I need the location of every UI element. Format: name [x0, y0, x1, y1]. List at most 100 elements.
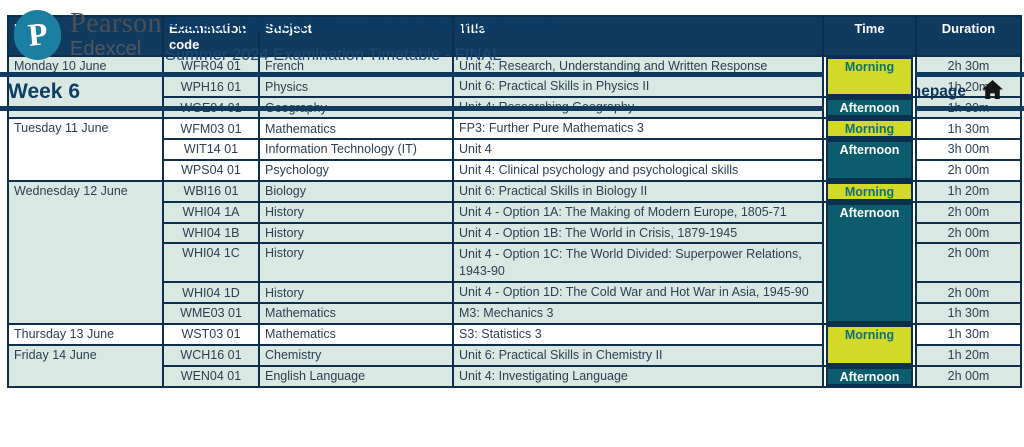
table-row: Friday 14 June WCH16 01 Chemistry Unit 6…	[7, 343, 1022, 388]
table-row: WHI04 1C History Unit 4 - Option 1C: The…	[8, 242, 1022, 284]
title-cell: Unit 6: Practical Skills in Physics II	[452, 75, 824, 99]
week-title: Week 6	[8, 79, 80, 103]
table-row: WIT14 01 Information Technology (IT) Uni…	[8, 138, 1022, 182]
duration-cell: 2h 00m	[915, 158, 1022, 182]
subject-cell: History	[258, 221, 454, 245]
subject-cell: History	[258, 200, 454, 224]
brand-words: Pearson Edexcel	[70, 9, 162, 60]
subject-cell: Physics	[258, 75, 454, 99]
duration-cell: 1h 20m	[915, 343, 1022, 367]
column-header-subject: Subject	[258, 15, 454, 57]
exam-code-cell: WEN04 01	[162, 364, 260, 388]
watermark: NEW	[889, 389, 1024, 447]
table-row: WHI04 1D History Unit 4 - Option 1D: The…	[8, 281, 1022, 304]
exam-code-cell: WPS04 01	[162, 158, 260, 182]
duration-cell: 2h 00m	[915, 221, 1022, 245]
subject-cell: Mathematics	[258, 322, 454, 346]
title-cell: Unit 4: Clinical psychology and psycholo…	[452, 158, 824, 182]
watermark-glyphs	[967, 399, 1020, 410]
pearson-p-icon: P	[14, 9, 61, 60]
subject-cell: French	[258, 54, 454, 78]
subject-cell: Psychology	[258, 158, 454, 182]
divider-top	[0, 72, 1024, 77]
page-subtitle: Summer 2024 Examination Timetable - FINA…	[165, 46, 502, 64]
subject-cell: Chemistry	[258, 343, 454, 367]
afternoon-badge: Afternoon	[826, 98, 913, 118]
table-row: WHI04 1A History Unit 4 - Option 1A: The…	[8, 200, 1022, 325]
time-cell-afternoon: Afternoon	[822, 364, 917, 388]
subject-cell: Mathematics	[258, 117, 454, 140]
date-cell: Thursday 13 June	[7, 322, 164, 346]
exam-code-cell: WIT14 01	[162, 138, 260, 161]
morning-badge: Morning	[826, 324, 913, 365]
duration-cell: 1h 30m	[915, 302, 1022, 325]
exam-code-cell: WBI16 01	[162, 179, 260, 203]
watermark-text: NEW	[966, 425, 1018, 440]
title-cell: Unit 4: Research, Understanding and Writ…	[452, 54, 824, 78]
table-row: Tuesday 11 June WFM03 01 Mathematics FP3…	[7, 117, 1022, 182]
brand-division: Edexcel	[70, 38, 142, 61]
exam-code-cell: WCH16 01	[162, 343, 260, 367]
date-cell: Tuesday 11 June	[7, 117, 164, 182]
date-cell: Wednesday 12 June	[7, 179, 164, 325]
duration-cell: 1h 20m	[915, 179, 1022, 203]
document-titles: Pearson Edexcel International Advanced L…	[165, 15, 562, 65]
title-cell: Unit 4	[452, 138, 824, 161]
time-cell-afternoon: Afternoon	[822, 96, 917, 120]
duration-cell: 1h 30m	[915, 322, 1022, 346]
table-row: Monday 10 June WFR04 01 French Unit 4: R…	[7, 54, 1022, 120]
morning-badge: Morning	[826, 119, 913, 138]
table-row: WME03 01 Mathematics M3: Mechanics 3 1h …	[8, 302, 1022, 325]
afternoon-badge: Afternoon	[826, 366, 913, 386]
watermark-x-icon	[900, 389, 950, 447]
time-cell-morning: Morning	[822, 117, 917, 140]
title-cell: Unit 6: Practical Skills in Biology II	[452, 179, 824, 203]
afternoon-badge: Afternoon	[826, 140, 913, 180]
time-cell-morning: Morning	[822, 54, 917, 99]
home-icon[interactable]	[981, 79, 1004, 105]
time-cell-afternoon: Afternoon	[822, 138, 917, 182]
duration-cell: 2h 00m	[915, 281, 1022, 304]
table-row: Thursday 13 June WST03 01 Mathematics S3…	[7, 322, 1022, 367]
table-row: WEN04 01 English Language Unit 4: Invest…	[8, 364, 1022, 388]
afternoon-badge: Afternoon	[826, 202, 913, 323]
date-cell: Friday 14 June	[7, 343, 164, 388]
pearson-p-letter: P	[25, 14, 50, 53]
exam-code-cell: WHI04 1B	[162, 221, 260, 245]
duration-cell: 2h 00m	[915, 200, 1022, 224]
page-title: Pearson Edexcel International Advanced L…	[165, 15, 563, 35]
duration-cell: 2h 00m	[915, 364, 1022, 388]
exam-code-cell: WME03 01	[162, 302, 260, 325]
pearson-logo: P Pearson Edexcel	[14, 9, 162, 60]
column-header-duration: Duration	[915, 15, 1022, 57]
exam-code-cell: WHI04 1A	[162, 200, 260, 224]
column-header-time: Time	[822, 15, 917, 57]
title-cell: Unit 4 - Option 1A: The Making of Modern…	[452, 200, 824, 224]
title-cell: Unit 4 - Option 1C: The World Divided: S…	[452, 242, 824, 284]
divider-bottom	[0, 106, 1024, 111]
subject-cell: History	[258, 242, 454, 284]
subject-cell: Information Technology (IT)	[258, 138, 454, 161]
exam-code-cell: WPH16 01	[162, 75, 260, 99]
time-cell-morning: Morning	[822, 322, 917, 367]
table-row: WHI04 1B History Unit 4 - Option 1B: The…	[8, 221, 1022, 245]
title-cell: S3: Statistics 3	[452, 322, 824, 346]
title-cell: Unit 4: Investigating Language	[452, 364, 824, 388]
duration-cell: 3h 00m	[915, 138, 1022, 161]
subject-cell: English Language	[258, 364, 454, 388]
title-cell: Unit 4 - Option 1D: The Cold War and Hot…	[452, 281, 824, 304]
subject-cell: Biology	[258, 179, 454, 203]
exam-code-cell: WHI04 1C	[162, 242, 260, 284]
time-cell-afternoon: Afternoon	[822, 200, 917, 325]
duration-cell: 1h 30m	[915, 117, 1022, 140]
duration-cell: 2h 00m	[915, 242, 1022, 284]
time-cell-morning: Morning	[822, 179, 917, 203]
column-header-code: Examination code	[162, 15, 260, 57]
subject-cell: History	[258, 281, 454, 304]
morning-badge: Morning	[826, 56, 913, 97]
watermark-x-icon	[900, 389, 950, 447]
table-row: WPS04 01 Psychology Unit 4: Clinical psy…	[8, 158, 1022, 182]
title-cell: FP3: Further Pure Mathematics 3	[452, 117, 824, 140]
morning-badge: Morning	[826, 181, 913, 201]
